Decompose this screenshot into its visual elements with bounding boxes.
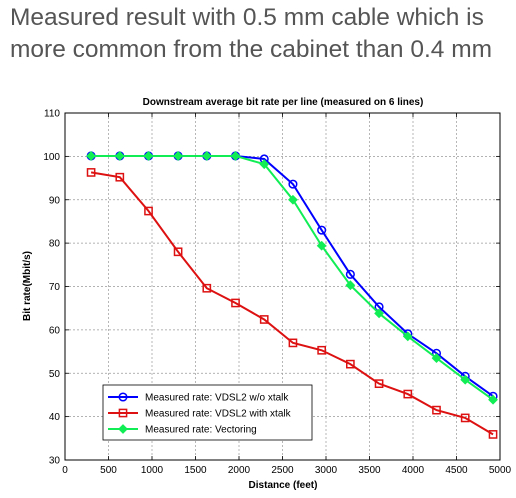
data-point bbox=[201, 151, 212, 161]
series-line bbox=[90, 171, 494, 436]
series-3 bbox=[86, 151, 498, 405]
x-tick-label: 1500 bbox=[184, 465, 207, 476]
data-point bbox=[346, 359, 355, 369]
chart-title: Downstream average bit rate per line (me… bbox=[143, 97, 424, 108]
data-point bbox=[230, 151, 241, 161]
y-tick-label: 40 bbox=[49, 412, 61, 423]
data-point bbox=[460, 413, 470, 423]
y-tick-label: 50 bbox=[49, 369, 61, 380]
data-point bbox=[488, 430, 498, 439]
data-point bbox=[374, 308, 384, 319]
data-point bbox=[86, 168, 96, 177]
data-point bbox=[288, 179, 298, 189]
data-point bbox=[345, 280, 356, 291]
data-point bbox=[403, 389, 413, 399]
data-point bbox=[488, 394, 498, 405]
data-point bbox=[316, 240, 327, 251]
x-tick-label: 2000 bbox=[228, 465, 251, 476]
legend-label: Measured rate: VDSL2 w/o xtalk bbox=[145, 393, 289, 404]
slide-title: Measured result with 0.5 mm cable which … bbox=[10, 2, 510, 66]
axis-ticks: 0 500 1000 1500 2000 2500 3000 3500 4000 4500 5000… bbox=[43, 109, 511, 477]
y-tick-label: 100 bbox=[43, 152, 60, 163]
data-point bbox=[173, 151, 184, 161]
x-tick-label: 5000 bbox=[489, 465, 512, 476]
data-point bbox=[115, 172, 125, 182]
x-tick-label: 500 bbox=[100, 465, 117, 476]
chart-legend: Measured rate: VDSL2 w/o xtalk Measured r… bbox=[102, 384, 313, 441]
x-axis-label: Distance (feet) bbox=[249, 480, 318, 491]
slide-title-line-1: Measured result with 0.5 mm cable which … bbox=[10, 4, 484, 31]
data-point bbox=[202, 283, 212, 293]
series-layer bbox=[86, 151, 498, 439]
y-tick-label: 80 bbox=[49, 239, 61, 250]
data-point bbox=[345, 269, 355, 279]
data-point bbox=[114, 151, 125, 161]
x-tick-label: 4500 bbox=[445, 465, 468, 476]
data-point bbox=[317, 225, 327, 235]
legend-marker bbox=[118, 392, 128, 402]
x-tick-label: 1000 bbox=[141, 465, 164, 476]
y-tick-label: 70 bbox=[49, 282, 61, 293]
slide-title-line-2: more common from the cabinet than 0.4 mm bbox=[10, 36, 493, 63]
data-point bbox=[288, 338, 298, 348]
x-tick-label: 3500 bbox=[358, 465, 381, 476]
data-point bbox=[144, 206, 153, 216]
data-point bbox=[143, 151, 154, 161]
y-tick-label: 30 bbox=[49, 456, 61, 467]
legend-marker bbox=[118, 408, 128, 418]
series-2 bbox=[86, 168, 498, 439]
data-point bbox=[259, 315, 269, 324]
data-point bbox=[259, 159, 270, 170]
legend-marker bbox=[118, 424, 128, 434]
data-point bbox=[431, 353, 442, 363]
data-point bbox=[288, 194, 298, 205]
x-tick-label: 3000 bbox=[315, 465, 338, 476]
legend-label: Measured rate: Vectoring bbox=[145, 425, 257, 436]
y-tick-label: 90 bbox=[49, 195, 61, 206]
data-point bbox=[231, 298, 240, 308]
data-point bbox=[374, 379, 384, 389]
data-point bbox=[317, 345, 326, 355]
y-tick-label: 110 bbox=[44, 109, 60, 120]
data-point bbox=[460, 374, 471, 385]
x-tick-label: 2500 bbox=[271, 465, 294, 476]
legend-label: Measured rate: VDSL2 with xtalk bbox=[145, 409, 292, 420]
data-point bbox=[86, 151, 97, 161]
x-tick-label: 4000 bbox=[402, 465, 425, 476]
data-point bbox=[432, 405, 441, 415]
x-tick-label: 0 bbox=[62, 465, 68, 476]
data-point bbox=[173, 247, 183, 257]
data-point bbox=[402, 331, 413, 342]
y-axis-label: Bit rate(Mbit/s) bbox=[22, 251, 33, 321]
y-tick-label: 60 bbox=[49, 325, 61, 336]
